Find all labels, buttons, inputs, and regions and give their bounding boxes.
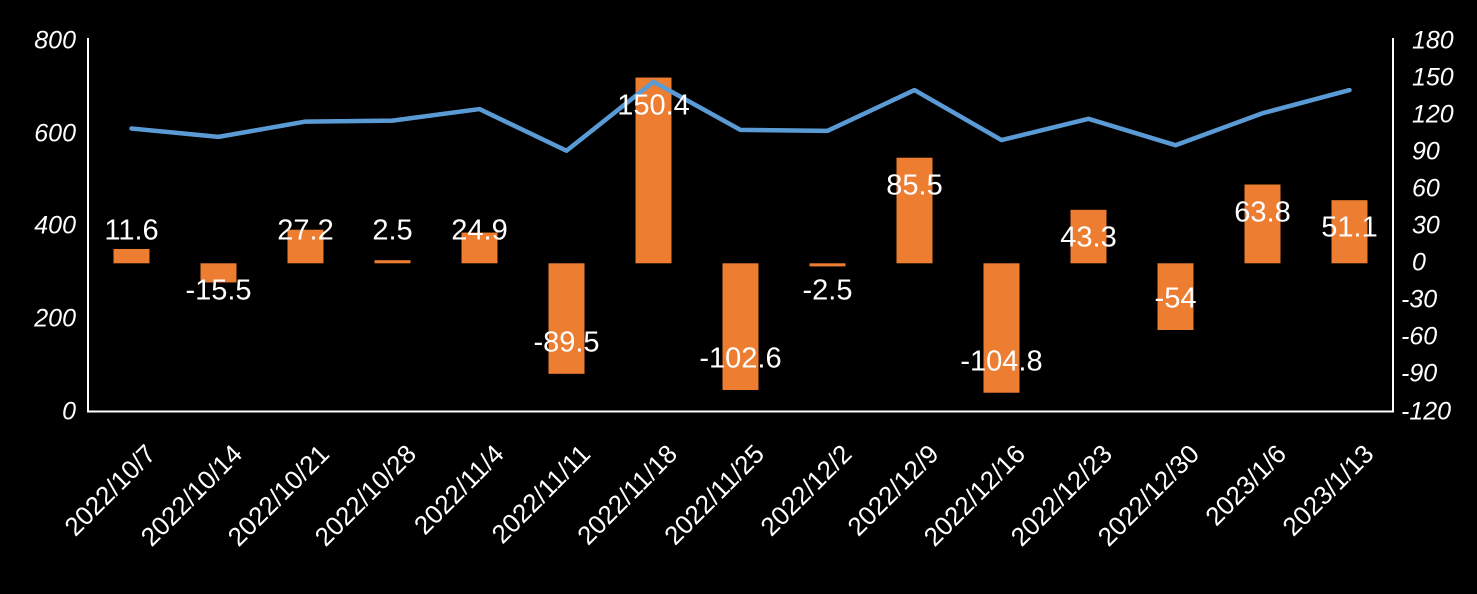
right-axis-tick-90: 90 — [1412, 137, 1440, 166]
bar-value-label-2022/11/11: -89.5 — [533, 326, 600, 359]
bar-value-label-2022/12/9: 85.5 — [886, 169, 943, 202]
right-axis-tick--120: -120 — [1401, 397, 1452, 425]
bar-value-label-2023/1/6: 63.8 — [1234, 196, 1291, 228]
right-axis-tick-150: 150 — [1412, 63, 1454, 92]
line-series — [129, 79, 1352, 154]
bar-2022/11/4 — [461, 232, 498, 264]
bar-value-label-2022/11/18: 150.4 — [617, 89, 690, 122]
right-axis-tick--60: -60 — [1401, 322, 1438, 351]
bar-2022/12/9 — [896, 157, 933, 264]
bar-value-label-2022/11/4: 24.9 — [451, 214, 508, 247]
right-axis-tick--90: -90 — [1401, 359, 1438, 388]
bar-value-label-2022/10/28: 2.5 — [372, 214, 413, 247]
bar-2022/11/11 — [548, 263, 585, 374]
right-axis-tick-30: 30 — [1412, 211, 1440, 240]
right-axis-tick-120: 120 — [1412, 100, 1454, 129]
bar-value-label-2022/12/23: 43.3 — [1060, 221, 1117, 254]
right-axis-tick-60: 60 — [1412, 174, 1440, 203]
bar-2022/10/21 — [287, 229, 324, 264]
bar-value-label-2022/12/16: -104.8 — [960, 345, 1043, 378]
bar-value-label-2022/11/25: -102.6 — [699, 342, 782, 375]
left-axis-tick-200: 200 — [34, 304, 76, 333]
bar-value-label-2023/1/13: 51.1 — [1321, 211, 1378, 244]
bar-2022/12/23 — [1070, 209, 1107, 264]
left-axis-tick-800: 800 — [34, 26, 76, 55]
bar-2022/10/14 — [200, 263, 237, 283]
right-axis-tick-0: 0 — [1412, 248, 1426, 277]
bar-value-label-2022/12/2: -2.5 — [802, 274, 853, 307]
bar-2022/12/30 — [1157, 263, 1194, 330]
right-axis-tick--30: -30 — [1401, 285, 1438, 314]
left-axis-tick-0: 0 — [62, 397, 76, 425]
right-axis-tick-180: 180 — [1412, 26, 1454, 55]
bar-2023/1/6 — [1244, 184, 1281, 264]
bar-value-label-2022/10/21: 27.2 — [277, 214, 334, 247]
bar-2022/12/16 — [983, 263, 1020, 393]
bar-2022/10/7 — [113, 248, 150, 264]
bar-value-label-2022/10/7: 11.6 — [104, 214, 159, 247]
bar-2023/1/13 — [1331, 200, 1368, 264]
bar-value-label-2022/10/14: -15.5 — [185, 274, 252, 307]
bar-2022/10/28 — [374, 260, 411, 264]
bar-2022/11/18 — [635, 77, 672, 264]
bar-value-label-2022/12/30: -54 — [1154, 282, 1197, 315]
bar-2022/12/2 — [809, 263, 846, 267]
left-axis-tick-400: 400 — [34, 211, 76, 240]
left-axis-tick-600: 600 — [34, 119, 76, 148]
bar-2022/11/25 — [722, 263, 759, 391]
